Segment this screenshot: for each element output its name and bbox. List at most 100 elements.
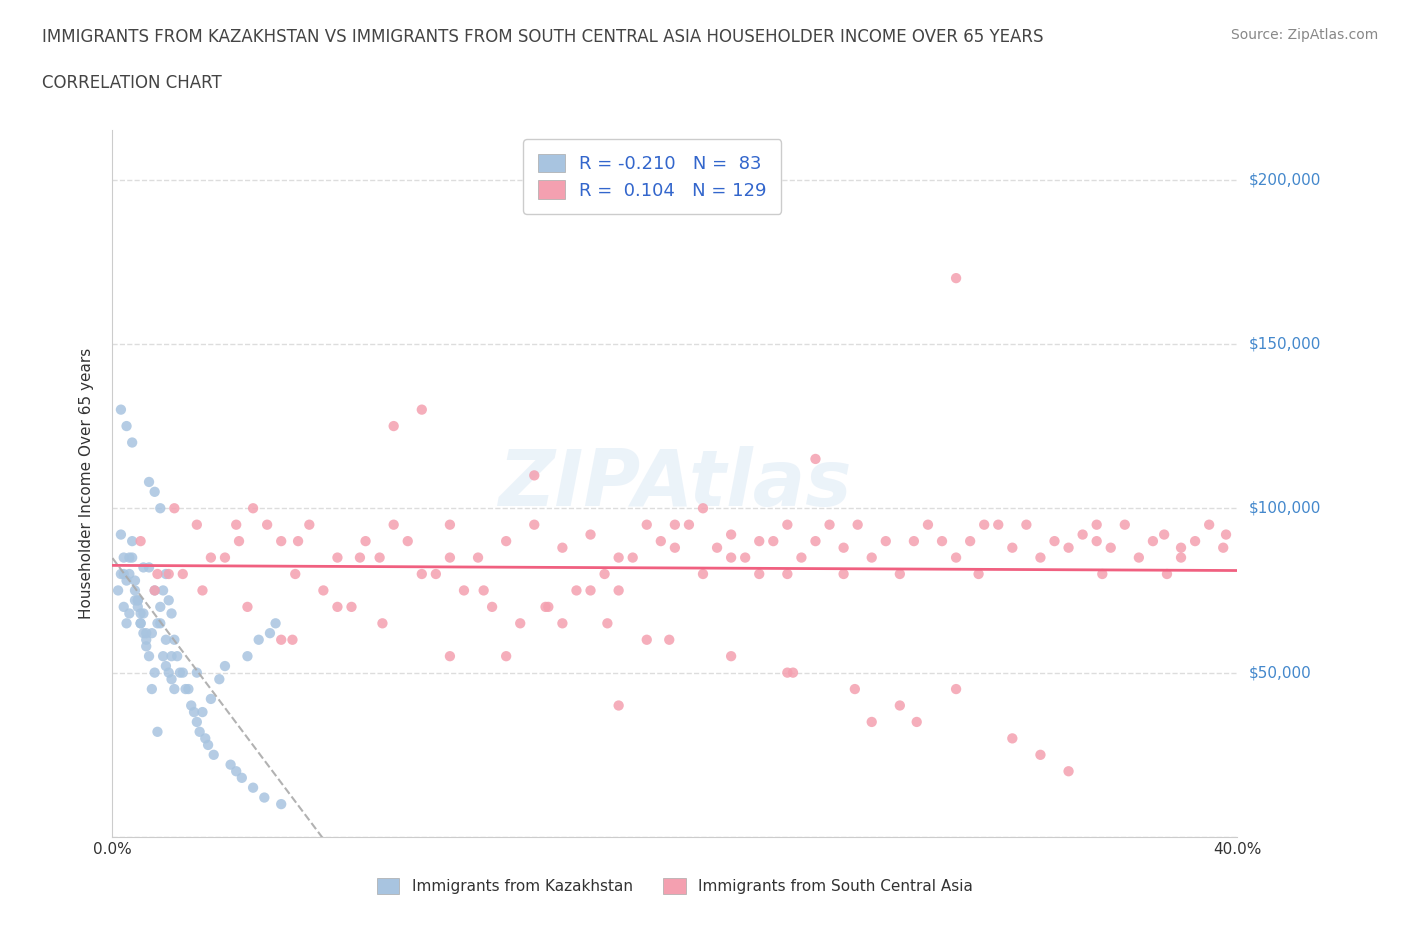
Point [636, 632, 658, 647]
Point [818, 517, 841, 532]
Point [112, 551, 135, 565]
Point [143, 485, 166, 499]
Point [607, 583, 630, 598]
Point [832, 540, 855, 555]
Point [889, 698, 911, 713]
Point [579, 583, 602, 598]
Point [214, 551, 236, 565]
Text: IMMIGRANTS FROM KAZAKHSTAN VS IMMIGRANTS FROM SOUTH CENTRAL ASIA HOUSEHOLDER INC: IMMIGRANTS FROM KAZAKHSTAN VS IMMIGRANTS… [42, 28, 1043, 46]
Point [160, 606, 183, 621]
Point [1071, 527, 1094, 542]
Point [720, 527, 742, 542]
Point [439, 517, 461, 532]
Point [231, 770, 253, 785]
Point [191, 583, 214, 598]
Point [312, 583, 335, 598]
Point [163, 501, 186, 516]
Point [967, 566, 990, 581]
Point [177, 682, 200, 697]
Point [129, 616, 152, 631]
Point [200, 551, 222, 565]
Point [411, 566, 433, 581]
Point [236, 600, 259, 615]
Point [115, 573, 138, 588]
Point [129, 616, 152, 631]
Point [959, 534, 981, 549]
Point [141, 626, 163, 641]
Point [146, 724, 169, 739]
Point [776, 665, 799, 680]
Point [931, 534, 953, 549]
Point [284, 566, 307, 581]
Point [180, 698, 202, 713]
Point [579, 527, 602, 542]
Point [439, 649, 461, 664]
Point [186, 517, 208, 532]
Point [734, 551, 756, 565]
Text: Source: ZipAtlas.com: Source: ZipAtlas.com [1230, 28, 1378, 42]
Point [1015, 517, 1038, 532]
Point [453, 583, 475, 598]
Text: $150,000: $150,000 [1249, 337, 1320, 352]
Point [152, 583, 174, 598]
Point [166, 649, 188, 664]
Point [1085, 534, 1108, 549]
Point [118, 566, 141, 581]
Point [149, 616, 172, 631]
Point [1170, 540, 1192, 555]
Point [973, 517, 995, 532]
Point [110, 402, 132, 417]
Legend: Immigrants from Kazakhstan, Immigrants from South Central Asia: Immigrants from Kazakhstan, Immigrants f… [370, 871, 980, 900]
Text: $50,000: $50,000 [1249, 665, 1312, 680]
Point [860, 714, 883, 729]
Point [298, 517, 321, 532]
Point [987, 517, 1010, 532]
Point [253, 790, 276, 805]
Point [270, 534, 292, 549]
Point [804, 534, 827, 549]
Point [1001, 731, 1024, 746]
Point [371, 616, 394, 631]
Point [776, 566, 799, 581]
Point [155, 632, 177, 647]
Point [326, 551, 349, 565]
Point [481, 600, 503, 615]
Point [247, 632, 270, 647]
Point [523, 517, 546, 532]
Point [124, 583, 146, 598]
Point [495, 649, 517, 664]
Point [172, 566, 194, 581]
Point [118, 551, 141, 565]
Point [118, 606, 141, 621]
Point [1212, 540, 1234, 555]
Point [264, 616, 287, 631]
Point [917, 517, 939, 532]
Point [720, 551, 742, 565]
Point [945, 551, 967, 565]
Point [174, 682, 197, 697]
Point [135, 639, 157, 654]
Point [1099, 540, 1122, 555]
Point [127, 592, 149, 607]
Point [1215, 527, 1237, 542]
Point [1029, 551, 1052, 565]
Point [658, 632, 681, 647]
Point [163, 682, 186, 697]
Point [115, 418, 138, 433]
Point [621, 551, 644, 565]
Point [537, 600, 560, 615]
Point [146, 616, 169, 631]
Point [495, 534, 517, 549]
Point [138, 560, 160, 575]
Point [157, 566, 180, 581]
Point [411, 402, 433, 417]
Point [596, 616, 619, 631]
Point [129, 606, 152, 621]
Point [110, 527, 132, 542]
Point [124, 573, 146, 588]
Point [127, 592, 149, 607]
Point [1114, 517, 1136, 532]
Point [172, 665, 194, 680]
Point [396, 534, 419, 549]
Point [382, 517, 405, 532]
